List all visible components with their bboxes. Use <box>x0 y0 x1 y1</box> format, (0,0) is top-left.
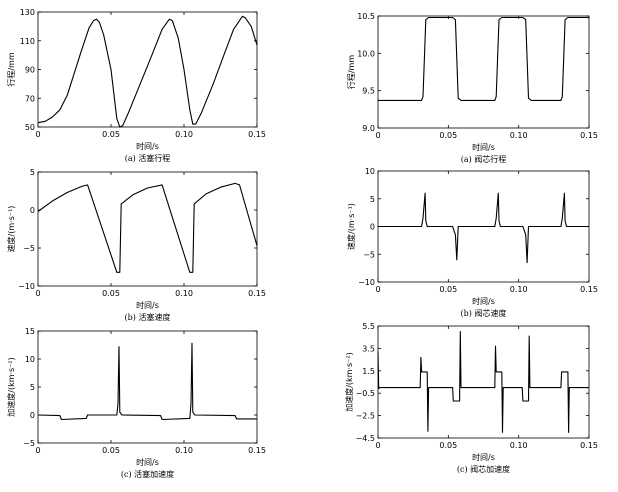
x-tick-label: 0.15 <box>580 131 598 140</box>
x-tick-label: 0.05 <box>439 285 457 294</box>
y-tick-label: 3.5 <box>362 344 375 353</box>
x-tick-label: 0.05 <box>102 130 120 139</box>
valve-acceleration-series-line <box>377 331 589 433</box>
x-tick-label: 0.05 <box>102 446 120 455</box>
x-tick-label: 0.15 <box>580 441 598 450</box>
valve-velocity-chart: 0 0.05 0.10 0.15 −10 −5 0 5 10 时间/s (b) 阀芯速度 速度/(m·… <box>346 167 598 318</box>
x-tick-label: 0.10 <box>510 285 528 294</box>
y-tick-label: 10 <box>25 355 35 364</box>
y-tick-label: 9.5 <box>362 87 375 96</box>
plot-frame <box>37 330 258 444</box>
panel-caption: (b) 活塞速度 <box>125 312 171 322</box>
x-axis-label: 时间/s <box>136 457 159 467</box>
x-tick-label: 0 <box>35 130 40 139</box>
x-tick-label: 0 <box>35 446 40 455</box>
x-tick-label: 0 <box>35 289 40 298</box>
y-tick-label: 0 <box>370 223 375 232</box>
y-tick-label: −10 <box>18 282 35 291</box>
y-axis-label: 加速度/(km·s⁻²) <box>344 352 354 412</box>
x-tick-label: 0.10 <box>510 131 528 140</box>
x-tick-label: 0.10 <box>175 289 193 298</box>
x-tick-label: 0.10 <box>510 441 528 450</box>
piston-velocity-series-line <box>37 182 258 273</box>
y-tick-label: 0 <box>30 206 35 215</box>
valve-acceleration-chart: 0 0.05 0.10 0.15 −4.5 −2.5 −0.5 1.5 3.5 5.5 时间/s (c… <box>344 322 598 474</box>
y-tick-label: −2.5 <box>356 412 375 421</box>
valve-stroke-chart: 0 0.05 0.10 0.15 9.0 9.5 10.0 10.5 时间/s (a) 阀芯行程 行… <box>346 12 598 164</box>
x-tick-label: 0.05 <box>439 131 457 140</box>
y-tick-label: −0.5 <box>356 389 375 398</box>
y-tick-label: 5 <box>30 168 35 177</box>
y-tick-label: −5 <box>23 439 35 448</box>
valve-stroke-series-line <box>378 16 589 101</box>
plot-frame <box>37 11 258 128</box>
y-axis-label: 加速度/(km·s⁻²) <box>6 357 16 417</box>
x-tick-label: 0.10 <box>175 446 193 455</box>
y-tick-label: 90 <box>25 66 35 75</box>
y-tick-label: 5 <box>370 195 375 204</box>
y-tick-label: 10 <box>365 167 375 176</box>
piston-stroke-chart: 0 0.05 0.10 0.15 50 70 90 110 130 时间/s (a) 活塞行程 行程/… <box>6 8 266 163</box>
y-axis-label: 速度/(m·s⁻¹) <box>6 206 16 253</box>
y-tick-label: 0 <box>30 411 35 420</box>
y-tick-label: −5 <box>363 250 375 259</box>
y-tick-label: 10.5 <box>357 12 375 21</box>
x-axis-label: 时间/s <box>472 296 495 306</box>
x-axis-label: 时间/s <box>472 142 495 152</box>
x-tick-label: 0.15 <box>248 130 266 139</box>
y-tick-label: 130 <box>20 8 35 17</box>
y-tick-label: 15 <box>25 327 35 336</box>
y-tick-label: 5.5 <box>362 322 375 331</box>
x-tick-label: 0.10 <box>175 130 193 139</box>
x-tick-label: 0.15 <box>248 446 266 455</box>
valve-velocity-series-line <box>378 192 589 264</box>
y-tick-label: 10.0 <box>357 49 375 58</box>
y-tick-label: 110 <box>20 37 35 46</box>
y-tick-label: 70 <box>25 94 35 103</box>
x-tick-label: 0.15 <box>580 285 598 294</box>
x-tick-label: 0 <box>375 441 380 450</box>
plot-frame <box>377 15 590 129</box>
piston-stroke-series-line <box>37 15 258 128</box>
panel-caption: (a) 活塞行程 <box>125 153 171 163</box>
y-axis-label: 行程/mm <box>346 55 356 89</box>
x-axis-label: 时间/s <box>136 300 159 310</box>
x-tick-label: 0.15 <box>248 289 266 298</box>
piston-velocity-chart: 0 0.05 0.10 0.15 −10 −5 0 5 时间/s (b) 活塞速度 速度/(m·s⁻… <box>6 168 266 322</box>
x-axis-label: 时间/s <box>136 141 159 151</box>
plot-frame <box>377 325 590 439</box>
y-tick-label: 5 <box>30 383 35 392</box>
y-axis-label: 速度/(m·s⁻¹) <box>346 203 356 250</box>
y-tick-label: 1.5 <box>362 367 375 376</box>
plot-frame <box>37 171 258 287</box>
piston-acceleration-series-line <box>37 342 257 421</box>
x-tick-label: 0.05 <box>102 289 120 298</box>
panel-caption: (a) 阀芯行程 <box>461 154 507 164</box>
x-axis-label: 时间/s <box>472 452 495 462</box>
y-tick-label: −4.5 <box>356 434 375 443</box>
panel-caption: (c) 阀芯加速度 <box>457 464 510 474</box>
x-tick-label: 0 <box>375 285 380 294</box>
panel-caption: (b) 阀芯速度 <box>461 308 507 318</box>
y-tick-label: −10 <box>358 278 375 287</box>
y-tick-label: 9.0 <box>362 124 375 133</box>
y-axis-label: 行程/mm <box>6 52 16 86</box>
y-tick-label: −5 <box>23 244 35 253</box>
y-tick-label: 50 <box>25 123 35 132</box>
x-tick-label: 0 <box>375 131 380 140</box>
x-tick-label: 0.05 <box>439 441 457 450</box>
panel-caption: (c) 活塞加速度 <box>121 469 174 479</box>
